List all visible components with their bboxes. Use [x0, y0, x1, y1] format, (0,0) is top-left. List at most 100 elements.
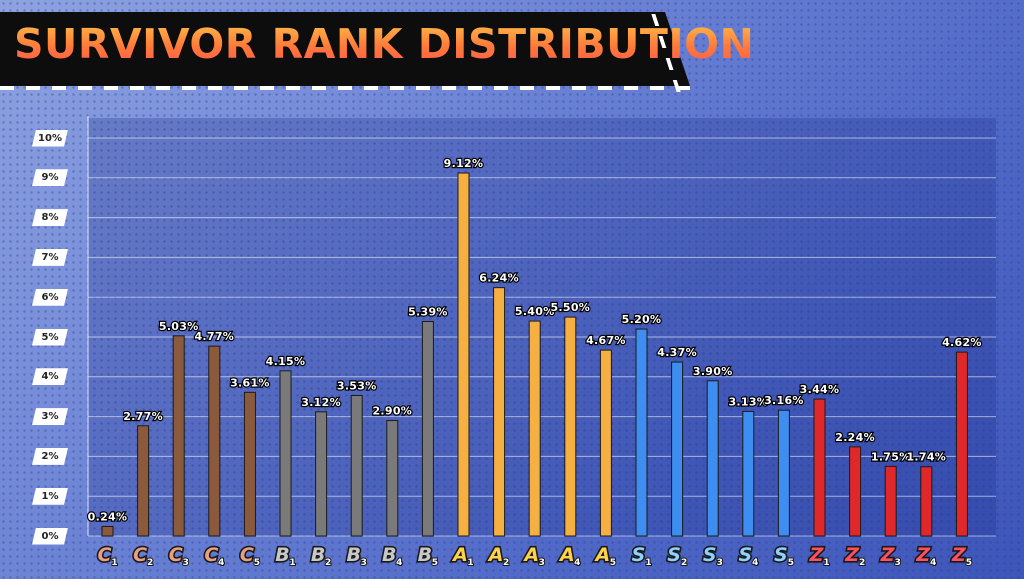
rank-badge-letter: C: [98, 544, 112, 566]
rank-badge-number: 3: [183, 558, 189, 568]
bar-s1: [635, 328, 648, 537]
rank-badge-letter: B: [311, 544, 325, 566]
rank-badge-letter: S: [667, 544, 681, 566]
y-tick-label: 10%: [32, 130, 68, 147]
rank-badge-number: 1: [645, 558, 651, 568]
data-label: 4.15%: [266, 355, 306, 368]
data-label: 1.74%: [906, 451, 946, 464]
rank-badge-letter: Z: [809, 544, 825, 566]
rank-badge-letter: B: [382, 544, 396, 566]
data-label: 3.12%: [301, 396, 341, 409]
y-tick-label: 7%: [32, 249, 68, 266]
y-tick-label: 4%: [32, 368, 68, 385]
rank-badge-number: 5: [788, 558, 794, 568]
rank-badge-number: 2: [147, 558, 153, 568]
rank-badge-number: 4: [930, 558, 936, 568]
data-label: 5.50%: [550, 301, 590, 314]
bar-b3: [350, 395, 363, 537]
data-label: 2.77%: [123, 410, 163, 423]
rank-badge-number: 4: [574, 558, 580, 568]
rank-badge-number: 4: [218, 558, 224, 568]
rank-badge-letter: C: [169, 544, 183, 566]
rank-badge-number: 1: [289, 558, 295, 568]
title-banner-dashes: [0, 86, 690, 90]
data-label: 1.75%: [871, 450, 911, 463]
rank-badge-letter: B: [418, 544, 432, 566]
plot-area: [88, 118, 996, 536]
bar-c5: [243, 391, 256, 537]
bar-z5: [955, 351, 968, 537]
data-label: 5.03%: [159, 320, 199, 333]
bar-s5: [777, 409, 790, 537]
data-label: 3.53%: [337, 380, 377, 393]
rank-badge-letter: Z: [951, 544, 967, 566]
rank-badge-letter: A: [451, 544, 468, 566]
bar-b1: [279, 370, 292, 537]
bar-b2: [315, 411, 328, 537]
rank-badge-number: 2: [859, 558, 865, 568]
bar-c1: [101, 525, 114, 537]
rank-badge-letter: B: [346, 544, 360, 566]
rank-badge-number: 5: [610, 558, 616, 568]
y-tick-label: 3%: [32, 408, 68, 425]
bar-a5: [599, 349, 612, 537]
rank-badge-letter: Z: [880, 544, 896, 566]
y-tick-label: 6%: [32, 289, 68, 306]
rank-badge-letter: S: [632, 544, 646, 566]
y-tick-label: 1%: [32, 488, 68, 505]
data-label: 5.20%: [622, 313, 662, 326]
y-tick-label: 5%: [32, 329, 68, 346]
rank-badge-letter: A: [522, 544, 539, 566]
bar-a2: [493, 287, 506, 537]
bar-a3: [528, 320, 541, 537]
rank-badge-number: 5: [432, 558, 438, 568]
rank-badge-number: 2: [325, 558, 331, 568]
rank-badge-letter: S: [738, 544, 752, 566]
bar-c2: [137, 425, 150, 537]
data-label: 9.12%: [444, 157, 484, 170]
data-label: 3.13%: [728, 395, 768, 408]
data-label: 3.90%: [693, 365, 733, 378]
rank-badge-number: 3: [361, 558, 367, 568]
rank-badge-number: 1: [111, 558, 117, 568]
rank-badge-letter: S: [774, 544, 788, 566]
rank-badge-letter: S: [703, 544, 717, 566]
bar-b5: [421, 320, 434, 537]
rank-badge-letter: C: [133, 544, 147, 566]
rank-badge-number: 1: [467, 558, 473, 568]
data-label: 5.40%: [515, 305, 555, 318]
rank-badge-letter: B: [275, 544, 289, 566]
bar-a1: [457, 172, 470, 537]
bar-a4: [564, 316, 577, 537]
bar-c3: [172, 335, 185, 537]
bar-z3: [884, 465, 897, 537]
rank-badge-letter: Z: [844, 544, 860, 566]
data-label: 4.77%: [194, 330, 234, 343]
rank-badge-number: 3: [717, 558, 723, 568]
data-label: 6.24%: [479, 272, 519, 285]
y-tick-label: 8%: [32, 209, 68, 226]
y-tick-label: 0%: [32, 528, 68, 545]
rank-badge-letter: A: [594, 544, 611, 566]
bar-c4: [208, 345, 221, 537]
rank-badge-number: 3: [539, 558, 545, 568]
data-label: 4.67%: [586, 334, 626, 347]
data-label: 3.61%: [230, 376, 270, 389]
data-label: 2.24%: [835, 431, 875, 444]
rank-badge-number: 4: [396, 558, 402, 568]
rank-badge-letter: Z: [915, 544, 931, 566]
rank-badge-number: 4: [752, 558, 758, 568]
bar-z2: [849, 446, 862, 537]
rank-badge-letter: C: [204, 544, 218, 566]
data-label: 4.37%: [657, 346, 697, 359]
bar-s2: [671, 361, 684, 537]
rank-badge-number: 5: [254, 558, 260, 568]
rank-badge-number: 1: [823, 558, 829, 568]
title-banner: [0, 12, 690, 86]
bar-s3: [706, 380, 719, 537]
data-label: 2.90%: [372, 405, 412, 418]
rank-badge-number: 3: [895, 558, 901, 568]
rank-badge-letter: A: [487, 544, 504, 566]
bar-z1: [813, 398, 826, 537]
rank-badge-letter: C: [240, 544, 254, 566]
